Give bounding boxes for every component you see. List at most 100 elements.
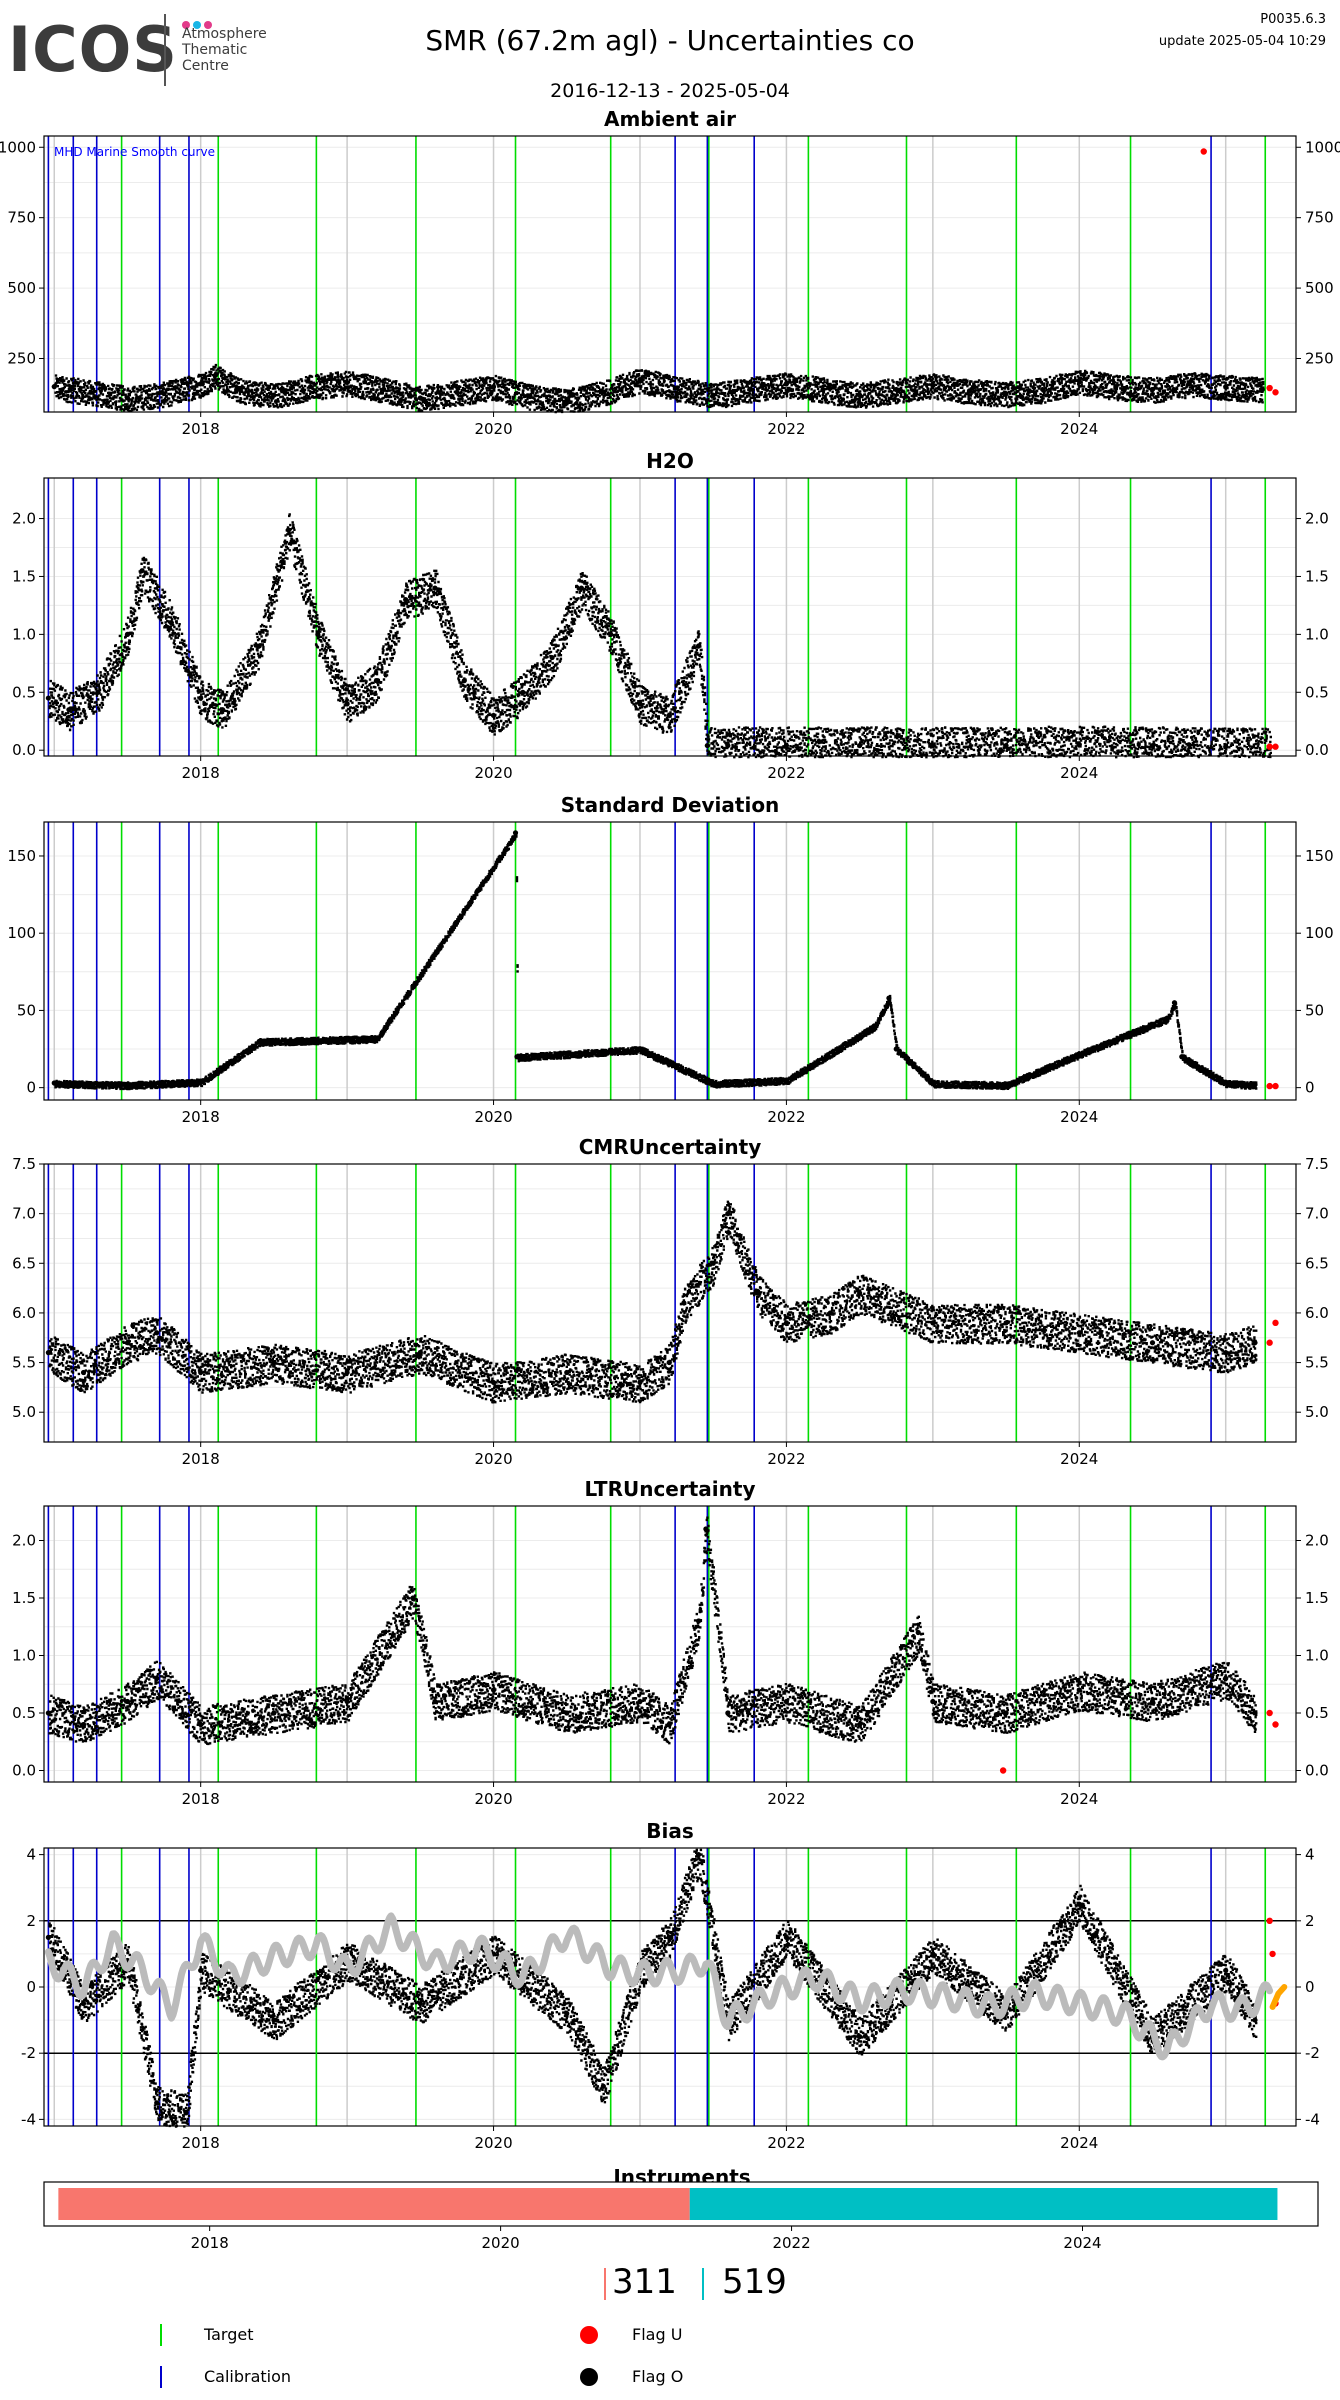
y-tick-label-right: 5.0 bbox=[1305, 1403, 1329, 1421]
version-label: P0035.6.3 bbox=[1260, 12, 1326, 27]
flag-o-point bbox=[373, 678, 380, 684]
flag-o-point bbox=[154, 1330, 160, 1336]
plot-area bbox=[44, 822, 1296, 1100]
x-tick-label: 2020 bbox=[474, 1790, 512, 1808]
flag-o-point bbox=[51, 384, 57, 390]
flag-o-point bbox=[256, 1038, 262, 1044]
chart-title: Ambient air bbox=[604, 107, 736, 131]
flag-o-point bbox=[139, 568, 145, 574]
y-tick-label-left: 0.5 bbox=[12, 1704, 36, 1722]
y-tick-label-left: 6.0 bbox=[12, 1304, 36, 1322]
flag-o-point bbox=[578, 585, 585, 591]
x-tick-label: 2020 bbox=[474, 1450, 512, 1468]
flag-u-point bbox=[1269, 1950, 1276, 1958]
logo-subtitle-line-3: Centre bbox=[182, 58, 229, 74]
flag-o-point bbox=[198, 381, 204, 387]
y-tick-label-right: 7.5 bbox=[1305, 1155, 1329, 1173]
flag-o-point bbox=[307, 384, 314, 390]
x-tick-label: 2018 bbox=[182, 1790, 220, 1808]
flag-o-point bbox=[1076, 378, 1082, 384]
x-tick-label: 2018 bbox=[182, 2134, 220, 2152]
y-tick-label-left: 2 bbox=[26, 1912, 36, 1930]
flag-o-point bbox=[1164, 1015, 1170, 1021]
flag-u-point bbox=[1272, 743, 1279, 750]
plot-area bbox=[44, 1506, 1296, 1782]
flag-o-point bbox=[710, 392, 716, 398]
flag-o-point bbox=[1076, 1051, 1082, 1057]
flag-u-point bbox=[999, 1767, 1007, 1774]
y-tick-label-right: 4 bbox=[1305, 1846, 1315, 1864]
flag-o-point bbox=[820, 386, 826, 393]
flag-o-point bbox=[725, 742, 731, 749]
chart-panel-5: LTRUncertainty 0.0 0.0 0.5 0.5 1.0 1.0 1.5 1.5 2.… bbox=[12, 1477, 1329, 1808]
flag-u-point bbox=[1272, 1721, 1279, 1728]
flag-o-point bbox=[271, 1359, 277, 1366]
flag-o-point bbox=[271, 2017, 277, 2023]
flag-o-point bbox=[1149, 742, 1156, 749]
flag-o-point bbox=[381, 386, 387, 393]
chart-title: H2O bbox=[646, 449, 694, 473]
y-tick-label-right: 0 bbox=[1305, 1079, 1315, 1097]
flag-o-point bbox=[783, 1320, 790, 1326]
y-tick-label-right: 150 bbox=[1305, 847, 1334, 865]
y-tick-label-right: 1.0 bbox=[1305, 625, 1329, 643]
legend-flag-u-dot bbox=[580, 2326, 598, 2344]
flag-o-point bbox=[527, 393, 533, 400]
flag-u-point bbox=[1266, 743, 1273, 750]
flag-o-point bbox=[754, 1290, 760, 1296]
x-tick-label: 2022 bbox=[767, 2134, 805, 2152]
y-tick-label-left: 7.5 bbox=[12, 1155, 36, 1173]
x-tick-label: 2024 bbox=[1060, 1450, 1098, 1468]
flag-u-point bbox=[1266, 1339, 1273, 1346]
flag-o-point bbox=[930, 382, 936, 388]
flag-o-point bbox=[637, 1698, 643, 1705]
chart-panel-2: H2O 0.0 0.0 0.5 0.5 1.0 1.0 1.5 1.5 2.0 2.0 2018 202… bbox=[12, 449, 1329, 782]
flag-o-point bbox=[212, 372, 218, 378]
flag-o-point bbox=[783, 1934, 790, 1940]
flag-o-point bbox=[893, 386, 899, 393]
plot-area bbox=[44, 136, 1296, 412]
flag-o-point bbox=[747, 386, 753, 393]
y-tick-label-left: 1000 bbox=[0, 138, 36, 156]
flag-o-point bbox=[198, 695, 204, 701]
y-tick-label-left: 2.0 bbox=[12, 510, 36, 528]
chart-panel-6: Bias -4 -4 -2 -2 0 0 2 2 4 4 2018 2020 2022 2024 bbox=[21, 1819, 1320, 2152]
flag-o-point bbox=[88, 389, 94, 395]
flag-o-point bbox=[461, 678, 467, 684]
flag-o-point bbox=[432, 1698, 438, 1705]
x-tick-label: 2018 bbox=[182, 1450, 220, 1468]
flag-o-point bbox=[564, 398, 570, 404]
flag-o-point bbox=[725, 1211, 731, 1217]
flag-o-point bbox=[666, 712, 672, 719]
y-tick-label-left: 1.5 bbox=[12, 1589, 36, 1607]
plot-area bbox=[44, 478, 1296, 756]
logo-dots-icon bbox=[182, 14, 215, 33]
y-tick-label-left: 2.0 bbox=[12, 1532, 36, 1550]
flag-o-point bbox=[198, 1369, 204, 1376]
flag-o-point bbox=[1259, 386, 1265, 393]
flag-o-point bbox=[564, 1369, 570, 1376]
y-tick-label-right: 50 bbox=[1305, 1001, 1324, 1019]
flag-o-point bbox=[1076, 1330, 1082, 1336]
flag-o-point bbox=[45, 695, 51, 701]
plot-frame bbox=[43, 1163, 1297, 1443]
flag-o-point bbox=[1003, 1710, 1009, 1716]
y-tick-label-left: 0.0 bbox=[12, 741, 36, 759]
y-tick-label-right: 2.0 bbox=[1305, 1532, 1329, 1550]
flag-o-point bbox=[886, 995, 892, 1001]
flag-o-point bbox=[344, 1698, 350, 1705]
flag-o-point bbox=[637, 1379, 643, 1386]
logo-subtitle-line-1: Atmosphere bbox=[182, 26, 267, 42]
legend-calibration-label: Calibration bbox=[204, 2367, 292, 2386]
x-tick-label: 2018 bbox=[182, 764, 220, 782]
flag-o-point bbox=[666, 1359, 672, 1366]
x-tick-label: 2020 bbox=[474, 420, 512, 438]
flag-o-point bbox=[124, 631, 131, 637]
x-tick-label: 2024 bbox=[1060, 420, 1098, 438]
flag-o-point bbox=[403, 597, 409, 603]
flag-o-point bbox=[637, 701, 643, 707]
flag-o-point bbox=[432, 585, 438, 591]
chart-title: Bias bbox=[646, 1819, 694, 1843]
flag-o-point bbox=[827, 1310, 833, 1316]
instrument-count-1: 311 bbox=[612, 2262, 677, 2302]
